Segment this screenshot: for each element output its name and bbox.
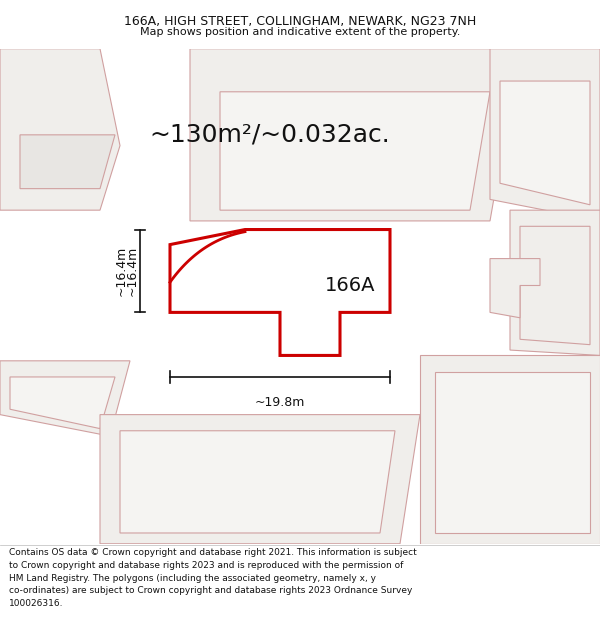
Text: ~130m²/~0.032ac.: ~130m²/~0.032ac. bbox=[149, 123, 391, 147]
Text: ~16.4m: ~16.4m bbox=[125, 246, 139, 296]
Text: ~19.8m: ~19.8m bbox=[255, 396, 305, 409]
Polygon shape bbox=[10, 377, 115, 429]
Polygon shape bbox=[420, 356, 600, 544]
Polygon shape bbox=[490, 259, 540, 318]
Polygon shape bbox=[170, 229, 390, 356]
Text: Map shows position and indicative extent of the property.: Map shows position and indicative extent… bbox=[140, 26, 460, 36]
Polygon shape bbox=[120, 431, 395, 533]
Polygon shape bbox=[100, 414, 420, 544]
Text: 166A, HIGH STREET, COLLINGHAM, NEWARK, NG23 7NH: 166A, HIGH STREET, COLLINGHAM, NEWARK, N… bbox=[124, 14, 476, 28]
Polygon shape bbox=[0, 361, 130, 436]
Text: Contains OS data © Crown copyright and database right 2021. This information is : Contains OS data © Crown copyright and d… bbox=[9, 548, 417, 608]
Polygon shape bbox=[20, 135, 115, 189]
Polygon shape bbox=[510, 210, 600, 356]
Polygon shape bbox=[520, 226, 590, 344]
Polygon shape bbox=[490, 49, 600, 221]
Polygon shape bbox=[435, 372, 590, 533]
Text: ~16.4m: ~16.4m bbox=[115, 246, 128, 296]
Polygon shape bbox=[0, 49, 120, 210]
Polygon shape bbox=[220, 92, 490, 210]
Polygon shape bbox=[190, 49, 520, 221]
Polygon shape bbox=[500, 81, 590, 205]
Text: 166A: 166A bbox=[325, 276, 375, 295]
